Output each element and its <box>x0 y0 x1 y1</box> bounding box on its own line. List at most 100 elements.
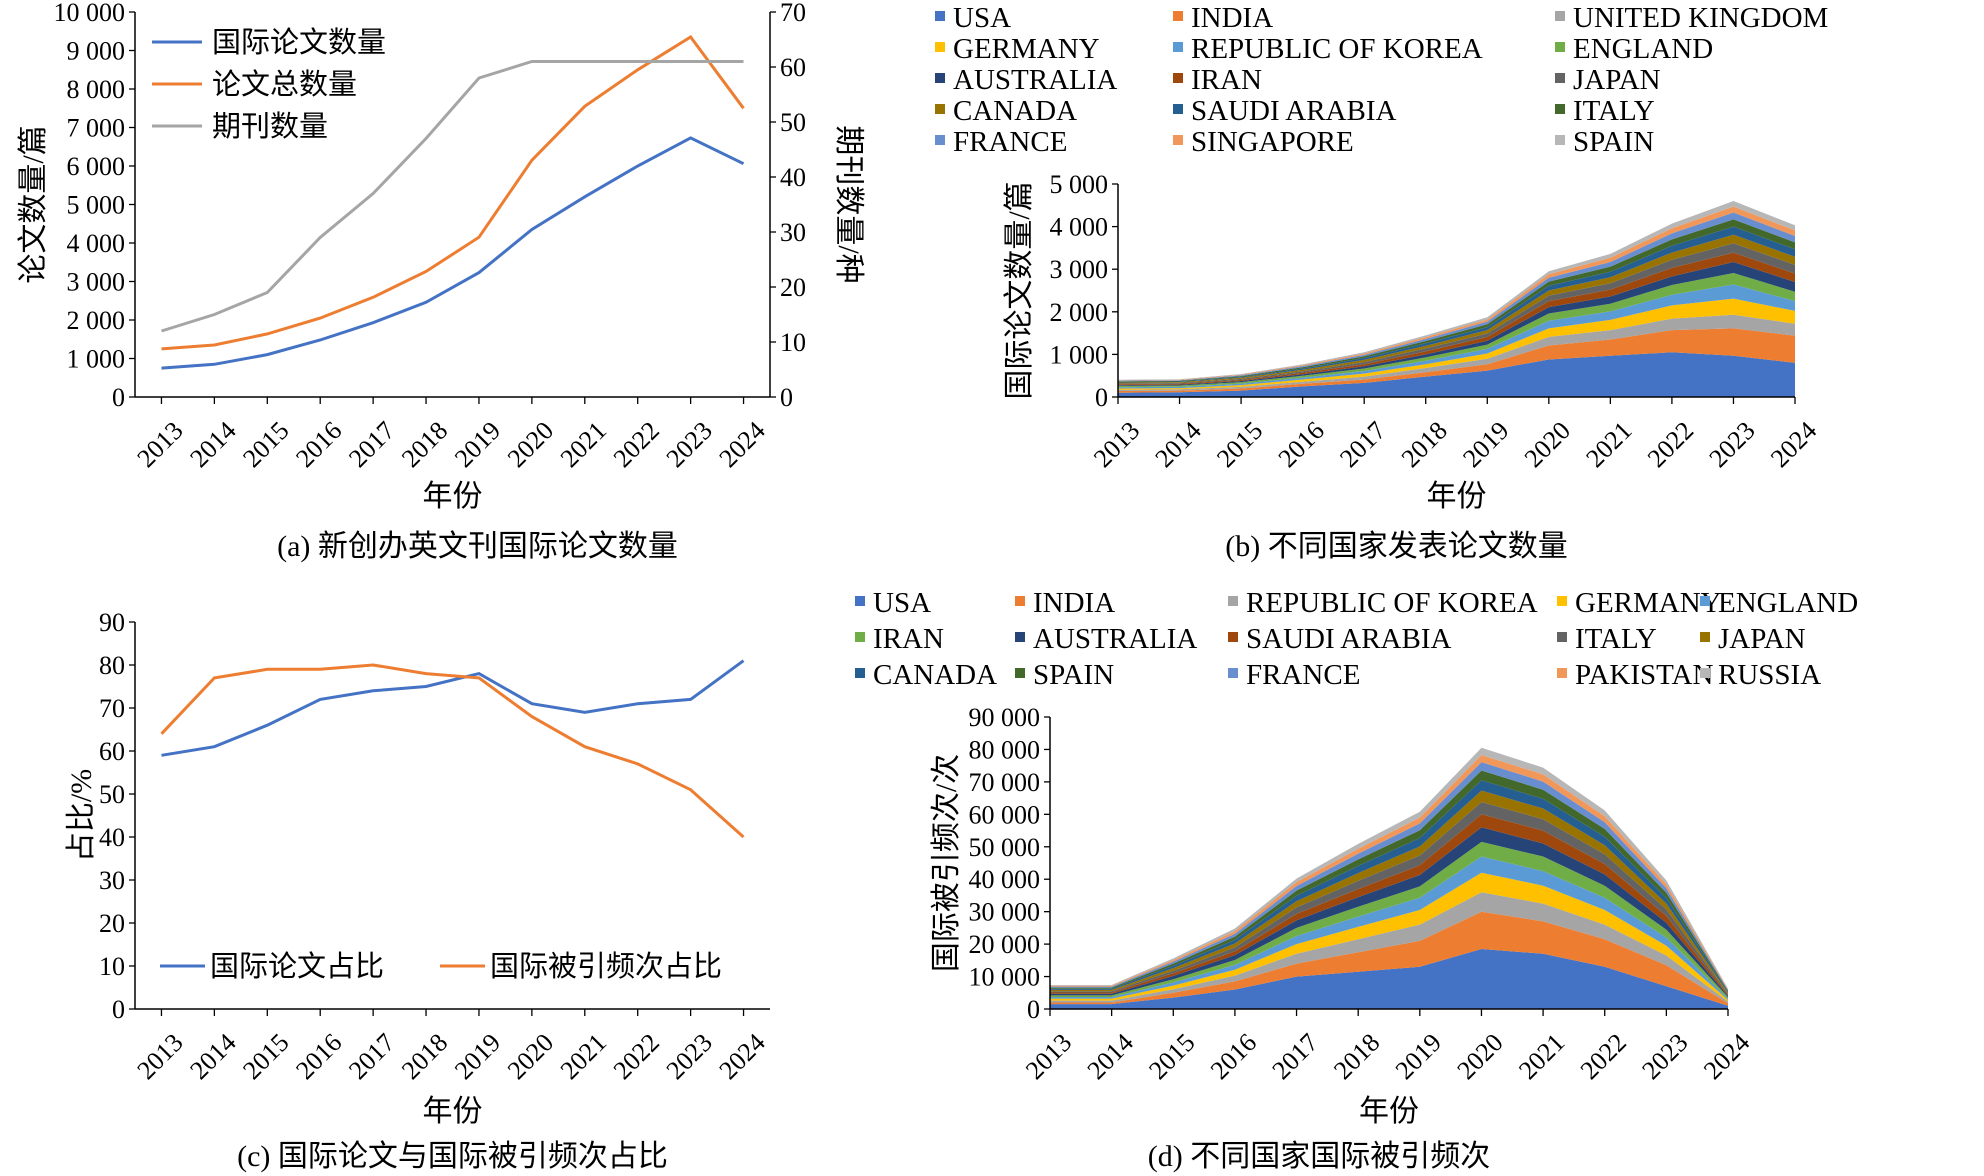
legend-swatch <box>1173 104 1183 114</box>
x-tick-label: 2020 <box>1451 1028 1508 1085</box>
y2-tick-label: 40 <box>780 163 806 192</box>
area-series-6 <box>1118 273 1795 388</box>
x-tick-label: 2022 <box>1642 416 1699 473</box>
chart-caption: (d) 不同国家国际被引频次 <box>1148 1140 1490 1173</box>
x-tick-label: 2023 <box>1636 1028 1693 1085</box>
legend-swatch <box>1557 632 1567 642</box>
legend-swatch <box>935 135 945 145</box>
legend-entry: PAKISTAN <box>1575 659 1713 691</box>
y-tick-label: 2 000 <box>1050 298 1109 327</box>
x-tick-label: 2016 <box>1273 416 1330 473</box>
y-tick-label: 0 <box>1027 995 1040 1024</box>
area-series-5 <box>1118 284 1795 389</box>
legend-entry: RUSSIA <box>1718 659 1821 691</box>
legend-entry: ENGLAND <box>1718 587 1858 619</box>
legend-entry: REPUBLIC OF KOREA <box>1191 33 1483 65</box>
legend-swatch <box>855 632 865 642</box>
legend-swatch <box>935 11 945 21</box>
legend-swatch <box>1700 668 1710 678</box>
legend-entry: 国际论文占比 <box>210 950 384 983</box>
legend-swatch <box>1173 11 1183 21</box>
legend-entry: USA <box>873 587 931 619</box>
legend-swatch <box>1228 668 1238 678</box>
y-tick-label: 9 000 <box>67 37 126 66</box>
y-tick-label: 4 000 <box>67 229 126 258</box>
legend-swatch <box>1015 632 1025 642</box>
area-series-12 <box>1118 219 1795 382</box>
area-series-3 <box>1050 892 1728 1004</box>
area-series-2 <box>1118 328 1795 393</box>
legend-entry: ENGLAND <box>1573 33 1713 65</box>
x-tick-label: 2013 <box>1020 1028 1077 1085</box>
x-tick-label: 2020 <box>502 1028 559 1085</box>
area-series-1 <box>1118 352 1795 397</box>
area-series-10 <box>1118 234 1795 384</box>
legend: USA INDIA UNITED KINGDOM GERMANY REPUBLIC OF… <box>935 2 1828 158</box>
y-tick-label: 3 000 <box>67 268 126 297</box>
y-tick-label: 8 000 <box>67 75 126 104</box>
legend-swatch <box>855 596 865 606</box>
legend-entry: CANADA <box>873 659 997 691</box>
y-tick-label: 70 <box>99 694 125 723</box>
legend-entry: SAUDI ARABIA <box>1246 623 1451 655</box>
x-tick-label: 2014 <box>184 1028 241 1085</box>
chart-caption: (b) 不同国家发表论文数量 <box>1225 530 1567 563</box>
x-tick-label: 2016 <box>290 416 347 473</box>
legend-swatch <box>1228 632 1238 642</box>
x-tick-label: 2024 <box>1698 1028 1755 1085</box>
x-tick-label: 2015 <box>1143 1028 1200 1085</box>
legend-swatch <box>1555 42 1565 52</box>
x-tick-label: 2015 <box>1211 416 1268 473</box>
x-tick-label: 2019 <box>449 416 506 473</box>
series-line-1 <box>161 659 745 757</box>
x-tick-label: 2022 <box>1575 1028 1632 1085</box>
legend-entry: SPAIN <box>1573 126 1654 158</box>
x-tick-label: 2021 <box>1513 1028 1570 1085</box>
y-tick-label: 6 000 <box>67 152 126 181</box>
legend-swatch <box>1015 668 1025 678</box>
area-series-4 <box>1118 298 1795 390</box>
y-tick-label: 90 <box>99 608 125 637</box>
legend-swatch <box>1555 73 1565 83</box>
legend-swatch <box>1700 632 1710 642</box>
legend-entry: JAPAN <box>1573 64 1661 96</box>
y-tick-label: 10 000 <box>54 0 126 27</box>
series-line-1 <box>161 136 745 370</box>
x-tick-label: 2013 <box>1088 416 1145 473</box>
x-tick-label: 2023 <box>661 1028 718 1085</box>
x-tick-label: 2023 <box>661 416 718 473</box>
legend-entry: SAUDI ARABIA <box>1191 95 1396 127</box>
chart-panel-a: 0 1 000 2 000 3 000 4 000 5 000 6 000 7 000 8 00… <box>17 0 865 563</box>
x-tick-label: 2020 <box>1519 416 1576 473</box>
area-series-2 <box>1050 911 1728 1006</box>
x-axis-label: 年份 <box>1359 1095 1419 1128</box>
legend-swatch <box>1557 596 1567 606</box>
area-series-11 <box>1118 226 1795 383</box>
x-tick-label: 2022 <box>608 416 665 473</box>
x-tick-label: 2017 <box>1334 416 1391 473</box>
x-axis-label: 年份 <box>1427 480 1487 513</box>
y-tick-label: 10 <box>99 952 125 981</box>
y-tick-label: 0 <box>1095 383 1108 412</box>
y2-tick-label: 10 <box>780 328 806 357</box>
y-tick-label: 50 000 <box>969 833 1041 862</box>
y-tick-label: 20 <box>99 909 125 938</box>
x-tick-label: 2018 <box>1328 1028 1385 1085</box>
x-tick-label: 2019 <box>1390 1028 1447 1085</box>
legend-swatch <box>935 73 945 83</box>
legend-entry: GERMANY <box>1575 587 1722 619</box>
x-tick-label: 2014 <box>1150 416 1207 473</box>
legend-entry: 论文总数量 <box>212 68 357 101</box>
y-tick-label: 20 000 <box>969 930 1041 959</box>
legend-entry: 国际论文数量 <box>212 26 386 59</box>
x-tick-label: 2019 <box>449 1028 506 1085</box>
y-tick-label: 80 <box>99 651 125 680</box>
legend-entry: CANADA <box>953 95 1077 127</box>
legend-swatch <box>1700 596 1710 606</box>
legend-swatch <box>855 668 865 678</box>
series-line-2 <box>161 34 745 351</box>
y-tick-label: 1 000 <box>67 345 126 374</box>
x-tick-label: 2019 <box>1457 416 1514 473</box>
